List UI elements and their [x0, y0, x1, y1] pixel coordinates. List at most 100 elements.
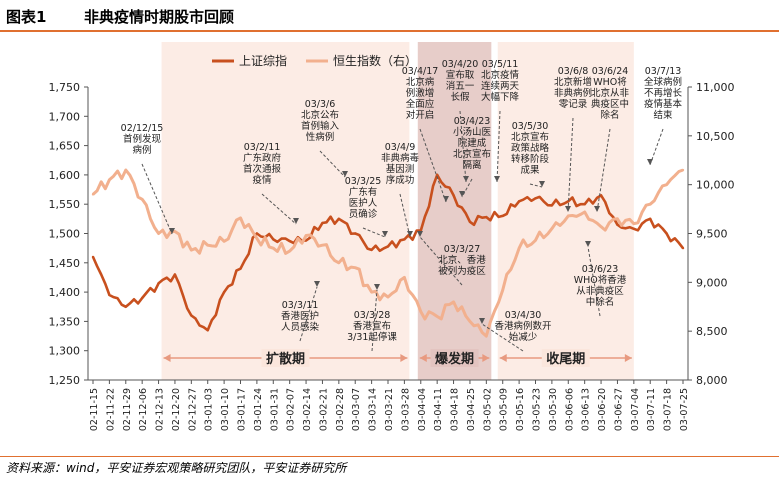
data-point-hsi — [435, 315, 439, 318]
right-tick-label: 9,000 — [696, 276, 728, 289]
x-tick-label: 03-05-23 — [532, 388, 543, 431]
annotation-line: 北京、香港 — [438, 254, 486, 266]
phase-label-bg-1 — [261, 349, 310, 367]
annotation-line: 北京新增 — [554, 76, 592, 88]
data-point-hsi — [452, 300, 455, 304]
annotation-line: 香港病例数开 — [494, 320, 552, 332]
annotation-line: 广东有 — [349, 186, 378, 198]
annotation-line: 长假 — [450, 91, 470, 103]
annotation-line: 03/4/20 — [442, 59, 479, 70]
annotation-1: 02/12/15 首例发现病例 — [121, 123, 164, 156]
annotation-arrow-14 — [419, 236, 463, 286]
data-point-sse — [108, 293, 111, 297]
data-point-sse — [517, 200, 521, 203]
data-point-sse — [583, 203, 586, 206]
data-point-sse — [501, 214, 504, 218]
figure-number: 图表1 — [6, 8, 47, 26]
phase-arrowhead-right-3 — [624, 354, 632, 362]
annotation-arrowhead-17 — [374, 284, 380, 290]
x-tick-label: 03-05-16 — [515, 388, 526, 431]
data-point-sse — [304, 239, 308, 242]
annotation-line: 3/31起停课 — [347, 331, 397, 343]
data-point-hsi — [370, 290, 373, 294]
data-point-sse — [354, 232, 357, 235]
annotation-arrowhead-13 — [647, 159, 653, 165]
left-tick-label: 1,600 — [49, 169, 81, 182]
annotation-line: 03/4/17 — [402, 66, 439, 77]
left-tick-label: 1,300 — [49, 345, 81, 358]
annotation-line: 北京公布 — [301, 109, 339, 121]
annotation-arrow-1 — [141, 163, 173, 235]
annotation-line: 转移阶段 — [511, 153, 550, 165]
annotation-line: 03/3/6 — [305, 99, 336, 110]
x-tick-label: 02-12-06 — [138, 388, 149, 431]
x-tick-label: 03-07-11 — [646, 388, 657, 431]
annotation-arrow-11 — [567, 117, 574, 213]
left-tick-label: 1,650 — [49, 140, 81, 153]
x-tick-label: 02-12-27 — [187, 388, 198, 431]
annotation-12: 03/6/24 WHO将北京从非典疫区中除名 — [591, 66, 630, 121]
annotation-arrowhead-18 — [479, 318, 485, 324]
data-point-hsi — [140, 198, 144, 201]
annotation-line: 基因测 — [386, 163, 415, 175]
data-point-hsi — [649, 203, 652, 206]
data-point-sse — [370, 248, 373, 252]
annotation-line: 序成功 — [386, 174, 415, 186]
annotation-arrow-6 — [419, 128, 447, 203]
annotation-line: WHO将香港 — [574, 274, 627, 286]
annotation-line: 结束 — [653, 109, 673, 121]
x-tick-label: 03-01-31 — [269, 388, 280, 431]
annotation-arrowhead-4 — [382, 231, 388, 237]
x-tick-label: 02-11-22 — [105, 388, 116, 431]
annotation-line: 香港医护 — [281, 310, 319, 322]
right-tick-label: 11,000 — [696, 81, 735, 94]
x-tick-label: 03-03-07 — [351, 388, 362, 431]
data-point-hsi — [124, 168, 127, 172]
annotation-line: 北京从非 — [591, 87, 630, 99]
annotation-line: 院建成 — [458, 137, 487, 149]
annotation-arrow-3 — [319, 150, 346, 178]
annotation-arrowhead-12 — [594, 206, 600, 212]
x-tick-label: 03-04-04 — [417, 388, 428, 431]
annotation-arrow-12 — [596, 128, 611, 213]
annotation-line: 03/2/11 — [244, 142, 281, 153]
x-tick-label: 03-06-20 — [597, 388, 608, 431]
annotation-6: 03/4/17 北京病例激增全面应对开启 — [402, 66, 439, 121]
annotation-line: 首例发现 — [123, 133, 162, 145]
annotation-line: 03/4/9 — [385, 142, 416, 153]
x-tick-label: 03-03-21 — [384, 388, 395, 431]
x-tick-label: 02-12-13 — [155, 388, 166, 431]
x-tick-label: 03-02-07 — [286, 388, 297, 431]
left-tick-label: 1,750 — [49, 81, 81, 94]
x-tick-label: 03-06-13 — [581, 388, 592, 431]
x-tick-label: 03-05-02 — [482, 388, 493, 431]
annotation-line: 03/5/11 — [482, 59, 519, 70]
x-tick-label: 03-01-10 — [220, 388, 231, 431]
annotation-arrow-9 — [461, 178, 473, 198]
annotation-arrowhead-9 — [459, 191, 465, 197]
x-tick-label: 03-05-30 — [548, 388, 559, 431]
data-point-sse — [665, 232, 668, 235]
annotation-arrowhead-8 — [494, 176, 500, 182]
annotation-15: 03/6/23 WHO将香港从非典疫区中除名 — [574, 264, 627, 308]
data-point-hsi — [534, 239, 537, 242]
x-tick-label: 03-06-06 — [564, 388, 575, 431]
annotation-line: 03/6/8 — [558, 66, 589, 77]
source-note: 资料来源：wind，平安证券宏观策略研究团队，平安证券研究所 — [6, 461, 347, 475]
x-tick-label: 02-12-20 — [171, 388, 182, 431]
annotation-line: 员确诊 — [349, 208, 378, 220]
header-bar: 图表1 非典疫情时期股市回顾 — [0, 0, 779, 30]
data-point-hsi — [386, 295, 390, 299]
annotation-arrow-18 — [481, 323, 524, 352]
data-point-hsi — [501, 288, 504, 292]
x-tick-label: 03-04-25 — [466, 388, 477, 431]
annotation-line: 非典病例 — [554, 87, 592, 99]
phase-band-3 — [497, 42, 634, 380]
data-point-hsi — [517, 246, 521, 250]
annotation-line: 03/4/30 — [505, 310, 542, 321]
x-tick-label: 03-02-28 — [335, 388, 346, 431]
annotation-arrow-17 — [371, 289, 378, 352]
data-point-sse — [255, 232, 259, 235]
annotation-line: 02/12/15 — [121, 123, 164, 134]
annotation-7: 03/4/20 宣布取消五一长假 — [442, 59, 479, 103]
